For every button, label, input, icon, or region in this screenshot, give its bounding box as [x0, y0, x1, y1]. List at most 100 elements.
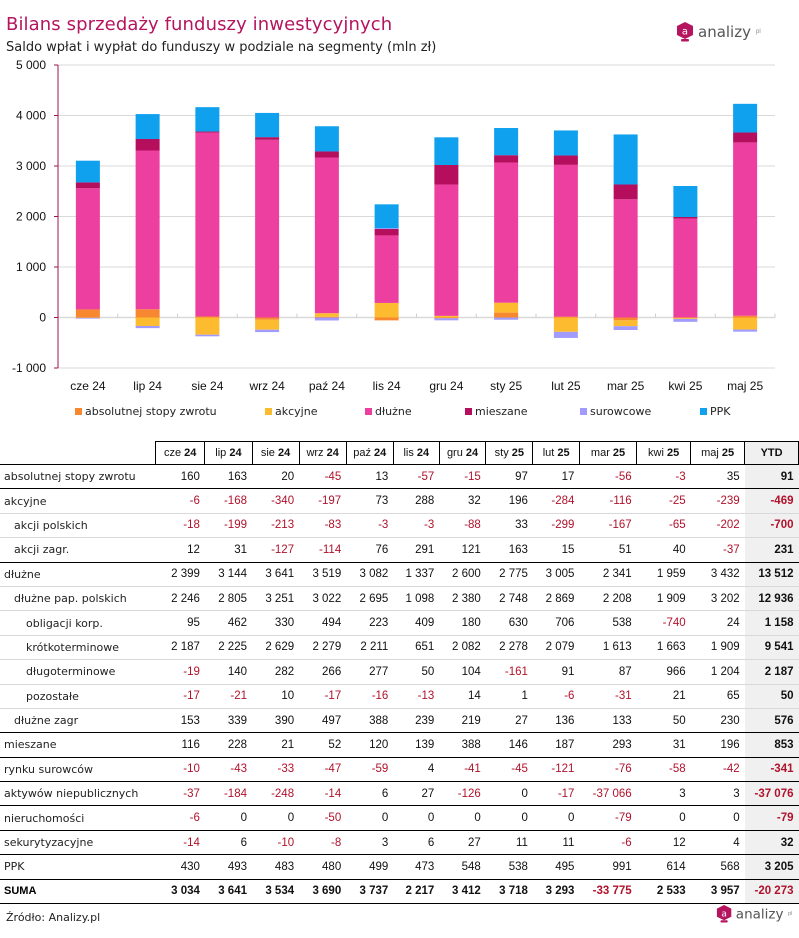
table-cell: 3 534 [252, 879, 300, 905]
bar-segment [135, 150, 160, 310]
table-cell: 76 [346, 537, 394, 563]
table-cell: 3 034 [155, 879, 205, 905]
table-cell: -197 [299, 488, 347, 514]
table-row: aktywów niepublicznych -37 -184 -248 -14 6 27-… [0, 781, 799, 807]
table-cell: 146 [485, 732, 533, 758]
bar-segment [494, 155, 519, 163]
x-tick-label: lut 25 [551, 379, 581, 393]
bar-segment [135, 325, 160, 329]
table-cell: 116 [155, 732, 205, 758]
bar-segment [434, 137, 459, 165]
table-cell: 462 [204, 610, 252, 636]
table-cell: 50 [636, 708, 691, 734]
table-cell: 31 [636, 732, 691, 758]
column-header: mar 25 [578, 441, 638, 465]
bar-segment [494, 317, 519, 320]
table-cell: 497 [299, 708, 347, 734]
table-cell: 11 [485, 830, 533, 856]
row-label: aktywów niepublicznych [0, 781, 156, 807]
table-row: akcji zagr. 12 31 -127 -114 76 291 121 163 15 51 40… [0, 537, 799, 563]
table-cell: -10 [155, 757, 205, 783]
table-cell: 50 [393, 659, 440, 685]
row-label: pozostałe [0, 684, 156, 709]
ytd-cell: 231 [744, 537, 799, 563]
bar-segment [553, 317, 578, 332]
table-cell: -59 [346, 757, 394, 783]
table-cell: -114 [299, 537, 347, 563]
table-cell: 133 [579, 708, 637, 734]
table-cell: -14 [299, 781, 347, 807]
table-cell: 12 [636, 830, 691, 856]
x-tick-label: sie 24 [191, 379, 223, 393]
bar-segment [553, 155, 578, 165]
legend-swatch [580, 408, 587, 415]
table-cell: -19 [155, 659, 205, 685]
x-tick-label: wrz 24 [248, 379, 285, 393]
table-cell: 0 [532, 805, 580, 831]
table-cell: 291 [393, 537, 440, 563]
table-cell: -127 [252, 537, 300, 563]
table-cell: 2 187 [155, 635, 205, 661]
table-cell: 494 [299, 610, 347, 636]
ytd-cell: -20 273 [744, 879, 799, 905]
table-cell: 3 737 [346, 879, 394, 905]
ytd-cell: -700 [744, 513, 799, 539]
table-cell: 3 690 [299, 879, 347, 905]
legend-label: mieszane [475, 405, 528, 418]
table-cell: 2 082 [439, 635, 486, 661]
chart-title: Bilans sprzedaży funduszy inwestycyjnych [6, 14, 393, 35]
table-cell: 3 082 [346, 562, 394, 587]
table-cell: 10 [252, 684, 300, 709]
table-cell: 3 293 [532, 879, 580, 905]
table-cell: -10 [252, 830, 300, 856]
row-label: rynku surowców [0, 757, 156, 783]
table-cell: 2 869 [532, 586, 580, 612]
table-cell: -31 [579, 684, 637, 709]
legend-label: surowcowe [590, 405, 652, 418]
x-tick-label: lis 24 [373, 379, 401, 393]
table-cell: 3 [690, 781, 745, 807]
table-cell: 0 [204, 805, 252, 831]
table-cell: 2 380 [439, 586, 486, 612]
table-cell: 1 663 [636, 635, 691, 661]
table-cell: -14 [155, 830, 205, 856]
ytd-cell: -469 [744, 488, 799, 514]
table-cell: 104 [439, 659, 486, 685]
table-row: absolutnej stopy zwrotu 160 163 20 -45 13 -57-… [0, 464, 799, 490]
ytd-cell: 50 [744, 684, 799, 709]
table-cell: 1 909 [636, 586, 691, 612]
table-cell: 4 [393, 757, 440, 783]
table-cell: -37 [155, 781, 205, 807]
ytd-cell: -37 076 [744, 781, 799, 807]
bar-segment [613, 317, 638, 321]
x-tick-label: paź 24 [309, 379, 345, 393]
bar-segment [314, 317, 339, 321]
bar-segment [494, 162, 519, 303]
legend-label: PPK [710, 405, 731, 418]
table-cell: -202 [690, 513, 745, 539]
table-row: dłużne 2 399 3 144 3 641 3 519 3 082 1 337 2 60… [0, 562, 799, 587]
y-tick-label: -1 000 [12, 361, 46, 375]
table-cell: 196 [690, 732, 745, 758]
table-header-row: cze 24 lip 24 sie 24 wrz 24 paź 24 lis 24 gru … [0, 441, 799, 465]
table-cell: 228 [204, 732, 252, 758]
column-header: lip 24 [204, 441, 253, 465]
logo-wordmark: analizy [735, 905, 784, 923]
bar-segment [733, 142, 758, 316]
bar-segment [673, 317, 698, 319]
table-cell: 1 [485, 684, 533, 709]
row-label: SUMA [0, 879, 156, 905]
table-cell: 3 251 [252, 586, 300, 612]
x-tick-label: mar 25 [607, 379, 645, 393]
table-cell: -239 [690, 488, 745, 514]
bar-segment [195, 132, 220, 317]
table-cell: 2 225 [204, 635, 252, 661]
table-cell: 65 [690, 684, 745, 709]
bar-segment [613, 320, 638, 327]
table-cell: 20 [252, 464, 300, 490]
table-cell: 1 909 [690, 635, 745, 661]
table-row: pozostałe -17 -21 10 -17 -16 -13 14 1 -6 -31 21 65 50 [0, 684, 799, 709]
bar-segment [733, 315, 758, 318]
table-cell: -76 [579, 757, 637, 783]
table-cell: 651 [393, 635, 440, 661]
